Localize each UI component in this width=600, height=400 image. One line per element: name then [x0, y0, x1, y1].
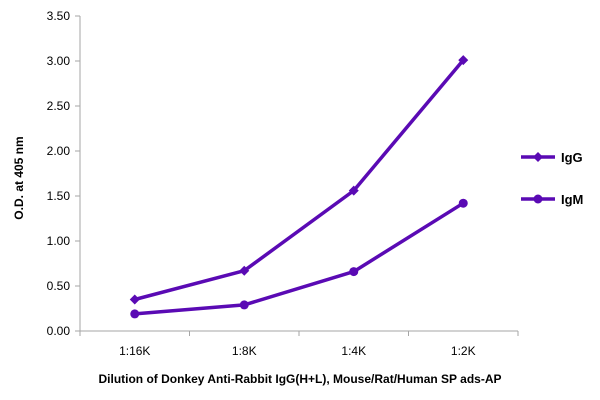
x-axis: 1:16K 1:8K 1:4K 1:2K	[79, 330, 519, 358]
legend-marker-igg	[533, 152, 543, 162]
y-tick-label: 3.00	[47, 54, 71, 68]
x-tick-label: 1:8K	[232, 344, 257, 358]
series-line-igm	[134, 201, 465, 316]
legend-marker-igm	[533, 194, 543, 204]
data-point-igm	[349, 267, 359, 277]
data-point-igg	[458, 55, 469, 66]
data-point-igm	[239, 300, 249, 310]
y-axis-title: O.D. at 405 nm	[12, 136, 26, 219]
x-tick-label: 1:16K	[119, 344, 150, 358]
y-tick-label: 1.50	[47, 189, 71, 203]
data-point-igm	[130, 309, 140, 319]
y-tick-label: 0.00	[47, 324, 71, 338]
y-tick-label: 0.50	[47, 279, 71, 293]
data-point-igm	[458, 198, 468, 208]
legend-label-igm: IgM	[561, 192, 583, 207]
y-tick-label: 3.50	[47, 9, 71, 23]
data-point-igg	[129, 294, 140, 305]
series-line-igg	[134, 58, 465, 302]
data-point-igg	[348, 185, 359, 196]
y-tick-label: 2.00	[47, 144, 71, 158]
series-layer	[129, 55, 469, 319]
legend: IgG IgM	[521, 150, 583, 207]
y-tick-label: 1.00	[47, 234, 71, 248]
x-tick-label: 1:4K	[341, 344, 366, 358]
data-point-igg	[239, 265, 250, 276]
y-tick-label: 2.50	[47, 99, 71, 113]
series-igm	[130, 198, 468, 319]
x-tick-label: 1:2K	[451, 344, 476, 358]
legend-label-igg: IgG	[561, 150, 583, 165]
series-igg	[129, 55, 469, 305]
legend-item-igm: IgM	[521, 192, 583, 207]
x-axis-title: Dilution of Donkey Anti-Rabbit IgG(H+L),…	[98, 372, 501, 386]
y-axis: 0.00 0.50 1.00 1.50 2.00 2.50 3.00 3.50	[47, 9, 81, 338]
legend-item-igg: IgG	[521, 150, 583, 165]
